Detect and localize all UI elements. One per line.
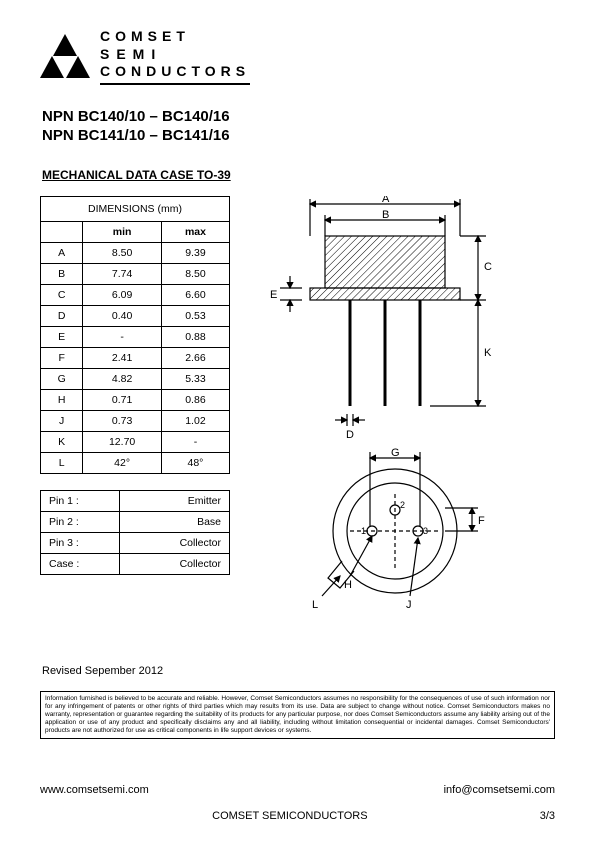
svg-text:J: J xyxy=(406,599,412,611)
table-row: G4.825.33 xyxy=(41,368,230,389)
dim-caption: DIMENSIONS (mm) xyxy=(41,196,230,221)
section-heading: MECHANICAL DATA CASE TO-39 xyxy=(42,168,555,182)
footer-company: COMSET SEMICONDUCTORS xyxy=(212,810,367,822)
table-row: Pin 3 :Collector xyxy=(41,532,230,553)
table-row: Case :Collector xyxy=(41,553,230,574)
svg-text:B: B xyxy=(382,209,389,221)
svg-text:D: D xyxy=(346,429,354,441)
table-row: A8.509.39 xyxy=(41,242,230,263)
svg-text:1: 1 xyxy=(361,526,366,536)
table-row: E-0.88 xyxy=(41,326,230,347)
brand-line2: SEMI xyxy=(100,46,250,64)
revised-text: Revised Sepember 2012 xyxy=(42,665,555,677)
disclaimer-box: Information furnished is believed to be … xyxy=(40,691,555,740)
dim-h0 xyxy=(41,221,83,242)
footer-page: 3/3 xyxy=(540,810,555,822)
svg-text:E: E xyxy=(270,289,277,301)
table-row: K12.70- xyxy=(41,431,230,452)
svg-text:L: L xyxy=(312,599,318,611)
svg-text:K: K xyxy=(484,347,492,359)
table-row: J0.731.02 xyxy=(41,410,230,431)
table-row: Pin 1 :Emitter xyxy=(41,490,230,511)
logo-icon xyxy=(40,34,90,78)
table-row: C6.096.60 xyxy=(41,284,230,305)
svg-text:C: C xyxy=(484,261,492,273)
pins-table: Pin 1 :Emitter Pin 2 :Base Pin 3 :Collec… xyxy=(40,490,230,575)
diagram-column: A B C E K D xyxy=(250,196,555,619)
svg-text:H: H xyxy=(344,579,352,591)
svg-text:F: F xyxy=(478,515,485,527)
brand-line1: COMSET xyxy=(100,28,250,46)
page-title: NPN BC140/10 – BC140/16 NPN BC141/10 – B… xyxy=(42,107,555,146)
table-row: Pin 2 :Base xyxy=(41,511,230,532)
footer: www.comsetsemi.com info@comsetsemi.com C… xyxy=(40,784,555,822)
content-row: DIMENSIONS (mm) min max A8.509.39 B7.748… xyxy=(40,196,555,619)
svg-text:A: A xyxy=(382,196,390,205)
svg-text:3: 3 xyxy=(423,526,428,536)
dim-h2: max xyxy=(161,221,229,242)
header: COMSET SEMI CONDUCTORS xyxy=(40,28,555,85)
title-line1: NPN BC140/10 – BC140/16 xyxy=(42,107,555,127)
svg-text:2: 2 xyxy=(400,500,405,510)
dim-h1: min xyxy=(83,221,162,242)
dimensions-table: DIMENSIONS (mm) min max A8.509.39 B7.748… xyxy=(40,196,230,474)
table-row: H0.710.86 xyxy=(41,389,230,410)
package-diagram: A B C E K D xyxy=(250,196,530,616)
footer-website: www.comsetsemi.com xyxy=(40,784,149,796)
table-row: D0.400.53 xyxy=(41,305,230,326)
brand-line3: CONDUCTORS xyxy=(100,63,250,81)
table-row: B7.748.50 xyxy=(41,263,230,284)
table-row: F2.412.66 xyxy=(41,347,230,368)
table-row: L42°48° xyxy=(41,452,230,473)
footer-email: info@comsetsemi.com xyxy=(444,784,555,796)
brand-text: COMSET SEMI CONDUCTORS xyxy=(100,28,250,85)
title-line2: NPN BC141/10 – BC141/16 xyxy=(42,126,555,146)
svg-text:G: G xyxy=(391,447,400,459)
tables-column: DIMENSIONS (mm) min max A8.509.39 B7.748… xyxy=(40,196,230,575)
